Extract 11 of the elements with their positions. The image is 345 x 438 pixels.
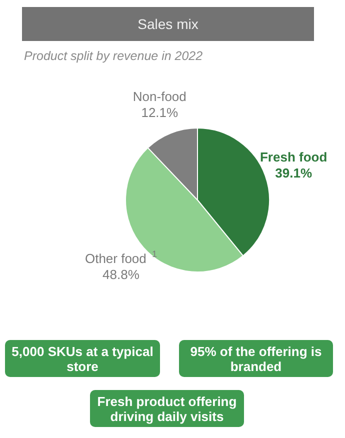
- data-label: 12.1%: [141, 104, 179, 120]
- data-label: 48.8%: [102, 267, 140, 282]
- text: Fresh product offering driving daily visits: [90, 390, 244, 427]
- text: 5,000 SKUs at a typical store: [5, 340, 160, 377]
- text: 95% of the offering is branded: [179, 340, 333, 377]
- chart-title: Sales mix: [22, 7, 314, 41]
- slice-label: Non-food: [132, 88, 186, 104]
- slice-label: Fresh food: [260, 149, 328, 164]
- slice-label: Other food 1: [84, 248, 158, 266]
- data-label: 39.1%: [275, 165, 312, 180]
- chart-subtitle: Product split by revenue in 2022: [24, 49, 203, 63]
